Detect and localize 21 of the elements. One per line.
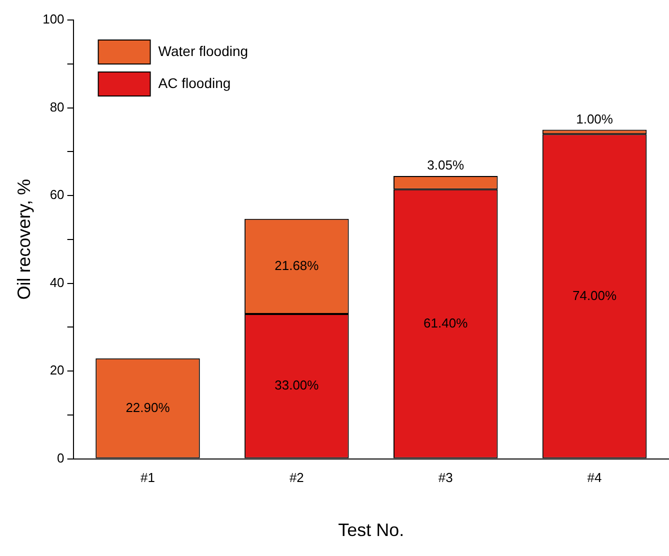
y-tick-label: 60 [50, 187, 64, 202]
legend-label: AC flooding [158, 74, 231, 91]
data-label: 1.00% [576, 111, 614, 126]
data-label: 21.68% [274, 258, 320, 274]
y-tick-label: 80 [50, 99, 64, 114]
x-tick-label: #2 [289, 470, 304, 486]
x-axis-title: Test No. [338, 520, 404, 540]
x-tick-label: #4 [587, 470, 602, 486]
data-label: 3.05% [427, 158, 464, 173]
x-tick-label: #3 [438, 470, 453, 486]
y-tick-label: 0 [57, 450, 64, 466]
data-label: 61.40% [424, 315, 468, 330]
y-tick-label: 40 [50, 274, 64, 290]
y-tick-label: 20 [50, 362, 64, 378]
legend-label: Water flooding [158, 42, 248, 59]
x-tick-label: #1 [140, 470, 155, 486]
data-label: 33.00% [274, 378, 320, 393]
data-label: 74.00% [572, 288, 618, 303]
y-axis-title: Oil recovery, % [14, 179, 34, 300]
data-label: 22.90% [126, 400, 170, 415]
y-tick-label: 100 [42, 12, 64, 27]
